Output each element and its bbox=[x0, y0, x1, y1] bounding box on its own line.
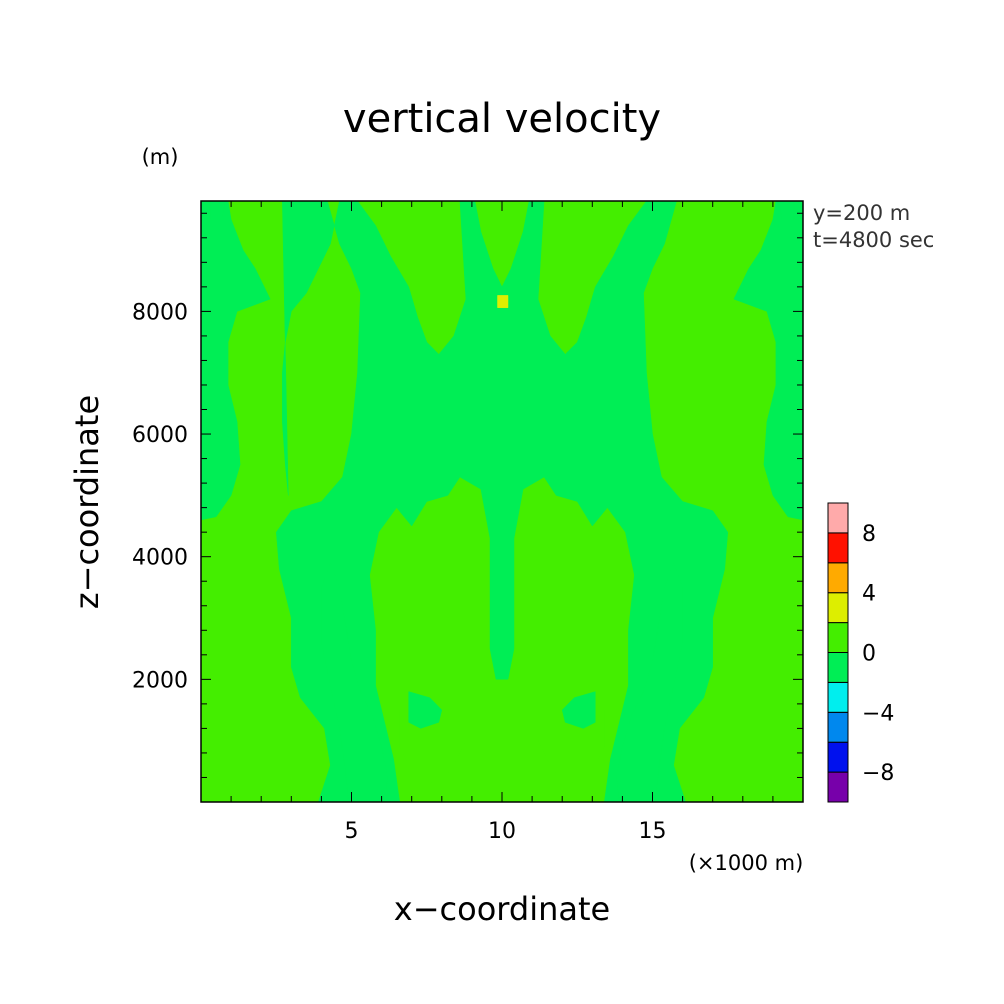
y-tick-label: 4000 bbox=[132, 546, 188, 571]
chart-title: vertical velocity bbox=[343, 96, 661, 142]
plot-area bbox=[200, 200, 804, 803]
y-tick-label: 8000 bbox=[132, 300, 188, 325]
contour-region-1 bbox=[201, 201, 271, 521]
contour-region-3 bbox=[209, 201, 226, 230]
colorbar-label: 4 bbox=[862, 582, 876, 607]
colorbar-swatch bbox=[827, 592, 849, 624]
contour-regions bbox=[201, 201, 803, 802]
colorbar-label: −4 bbox=[862, 701, 894, 726]
contour-region-2 bbox=[733, 201, 803, 521]
colorbar-label: 8 bbox=[862, 522, 876, 547]
info-annotation: y=200 m bbox=[813, 201, 910, 225]
y-tick-labels: 2000 4000 6000 8000 bbox=[132, 300, 188, 693]
colorbar-swatch bbox=[827, 681, 849, 713]
x-unit-label: (×1000 m) bbox=[689, 851, 804, 875]
x-tick-label: 15 bbox=[639, 819, 667, 844]
colorbar: −8 −4 0 4 8 bbox=[827, 502, 894, 803]
plot-frame bbox=[200, 200, 804, 803]
contour-region-11 bbox=[561, 691, 596, 729]
y-tick-label: 6000 bbox=[132, 423, 188, 448]
colorbar-label: −8 bbox=[862, 761, 894, 786]
x-tick-labels: 5 10 15 bbox=[345, 819, 667, 844]
colorbar-swatch bbox=[827, 562, 849, 594]
y-tick-label: 2000 bbox=[132, 668, 188, 693]
x-axis-label: x−coordinate bbox=[394, 890, 610, 928]
colorbar-swatch bbox=[827, 741, 849, 773]
info-annotations: y=200 m t=4800 sec bbox=[813, 201, 934, 252]
y-unit-label: (m) bbox=[142, 145, 179, 169]
colorbar-swatch bbox=[827, 622, 849, 653]
colorbar-swatch bbox=[827, 502, 849, 534]
colorbar-swatch bbox=[827, 771, 849, 803]
colorbar-swatch bbox=[827, 532, 849, 564]
contour-region-5 bbox=[276, 201, 729, 802]
axis-ticks bbox=[201, 201, 803, 802]
contour-region-7 bbox=[616, 562, 683, 802]
colorbar-swatch bbox=[827, 652, 849, 683]
colorbar-label: 0 bbox=[862, 642, 876, 667]
y-axis-label: z−coordinate bbox=[68, 395, 106, 609]
contour-region-10 bbox=[408, 691, 443, 729]
x-tick-label: 5 bbox=[345, 819, 359, 844]
info-annotation: t=4800 sec bbox=[813, 228, 934, 252]
x-tick-label: 10 bbox=[488, 819, 516, 844]
contour-region-6 bbox=[321, 562, 388, 802]
contour-region-12 bbox=[497, 295, 509, 308]
contour-region-4 bbox=[778, 201, 795, 230]
colorbar-swatch bbox=[827, 711, 849, 743]
